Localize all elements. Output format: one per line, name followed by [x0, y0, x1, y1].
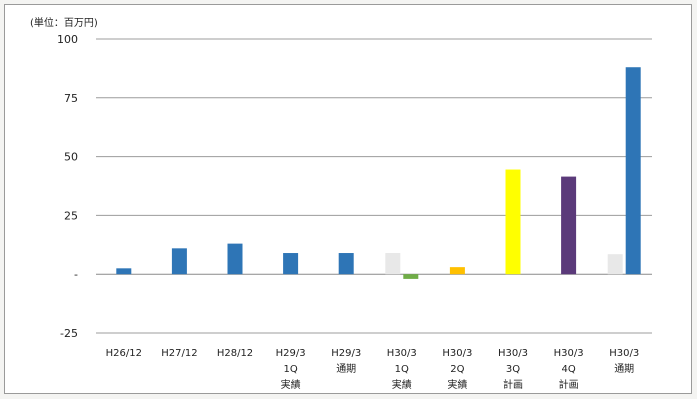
bar: [227, 243, 243, 275]
x-category-label: 実績: [447, 378, 467, 391]
y-tick-label: 100: [57, 33, 78, 46]
x-category-label: 計画: [559, 378, 579, 391]
y-tick-label: 50: [64, 151, 78, 164]
bar: [385, 253, 401, 275]
bar: [116, 268, 132, 275]
bar: [625, 67, 641, 275]
bar: [403, 274, 419, 279]
x-category-label: H28/12: [217, 348, 253, 359]
bar: [561, 176, 577, 275]
bar: [171, 248, 187, 275]
y-tick-label: -25: [60, 327, 78, 340]
x-category-label: 1Q: [395, 364, 409, 375]
y-axis-tick-labels: 100 75 50 25 - -25: [57, 33, 78, 340]
x-category-label: 2Q: [450, 364, 464, 375]
chart-frame: [4, 4, 692, 394]
x-category-label: H30/3: [498, 348, 528, 359]
x-category-label: 通期: [614, 363, 634, 375]
x-category-label: H27/12: [161, 348, 197, 359]
x-category-label: 3Q: [506, 364, 520, 375]
y-tick-label: -: [74, 268, 78, 281]
x-category-label: H30/3: [609, 348, 639, 359]
bar: [607, 254, 623, 275]
y-tick-label: 25: [64, 209, 78, 222]
y-tick-label: 75: [64, 92, 78, 105]
x-category-label: H29/3: [276, 348, 306, 359]
x-category-label: 実績: [392, 378, 412, 391]
x-category-label: H30/3: [387, 348, 417, 359]
bar: [449, 267, 465, 275]
x-category-label: H26/12: [106, 348, 142, 359]
x-category-label: 4Q: [561, 364, 575, 375]
x-axis-category-labels: H26/12 H27/12 H28/12 H29/3 1Q 実績 H29/3 通期 H30/3 1…: [106, 348, 640, 391]
unit-label: (単位：百万円): [30, 18, 98, 29]
x-category-label: 通期: [336, 363, 356, 375]
x-category-label: 計画: [503, 378, 523, 391]
bar: [283, 253, 299, 275]
x-category-label: H30/3: [554, 348, 584, 359]
x-category-label: 実績: [281, 378, 301, 391]
bars: [116, 67, 641, 279]
x-category-label: H30/3: [442, 348, 472, 359]
gridlines: [96, 38, 652, 334]
bar: [505, 169, 521, 275]
x-category-label: H29/3: [331, 348, 361, 359]
bar: [338, 253, 354, 275]
x-category-label: 1Q: [283, 364, 297, 375]
